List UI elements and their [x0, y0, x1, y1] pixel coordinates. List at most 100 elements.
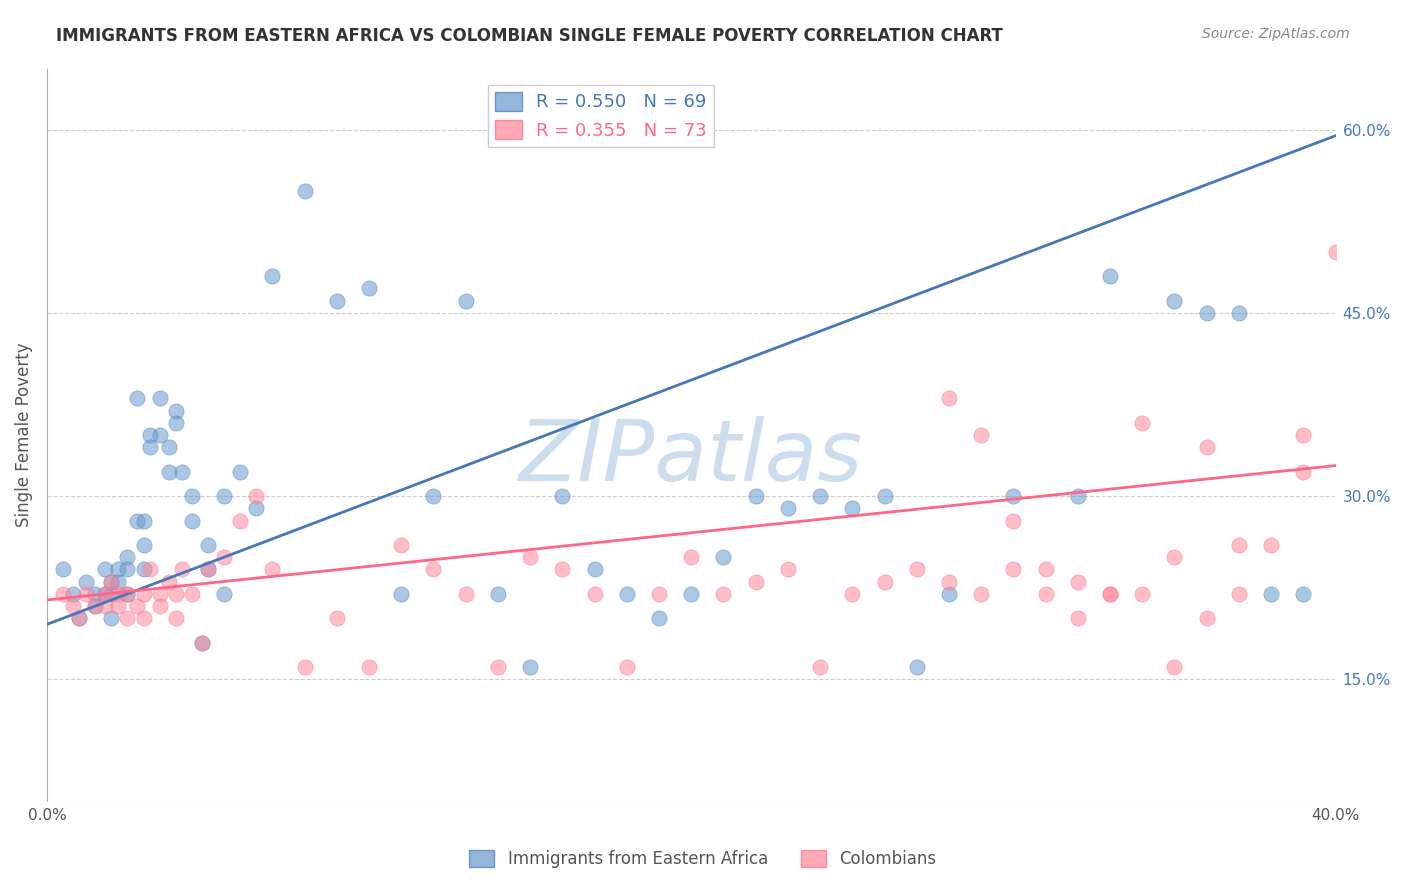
Point: [519, 550, 541, 565]
Point: [713, 550, 735, 565]
Point: [357, 660, 380, 674]
Point: [1099, 269, 1122, 284]
Point: [1260, 538, 1282, 552]
Point: [486, 660, 509, 674]
Point: [172, 562, 194, 576]
Point: [84, 587, 107, 601]
Point: [841, 501, 863, 516]
Point: [197, 562, 219, 576]
Point: [938, 587, 960, 601]
Point: [873, 489, 896, 503]
Point: [744, 489, 766, 503]
Point: [454, 587, 477, 601]
Point: [132, 514, 155, 528]
Point: [212, 550, 235, 565]
Point: [149, 428, 172, 442]
Text: Source: ZipAtlas.com: Source: ZipAtlas.com: [1202, 27, 1350, 41]
Point: [808, 660, 831, 674]
Point: [1130, 587, 1153, 601]
Point: [52, 562, 75, 576]
Point: [873, 574, 896, 589]
Point: [1292, 428, 1315, 442]
Point: [127, 392, 149, 406]
Point: [157, 440, 180, 454]
Point: [67, 611, 90, 625]
Point: [1099, 587, 1122, 601]
Point: [149, 587, 172, 601]
Point: [100, 611, 122, 625]
Point: [94, 599, 117, 613]
Point: [808, 489, 831, 503]
Point: [132, 611, 155, 625]
Point: [245, 489, 267, 503]
Point: [100, 574, 122, 589]
Point: [326, 293, 349, 308]
Text: ZIPatlas: ZIPatlas: [519, 416, 863, 499]
Point: [84, 599, 107, 613]
Point: [62, 599, 84, 613]
Point: [1067, 611, 1090, 625]
Point: [970, 587, 993, 601]
Point: [107, 574, 129, 589]
Point: [117, 587, 139, 601]
Point: [616, 587, 638, 601]
Point: [84, 599, 107, 613]
Point: [1035, 587, 1057, 601]
Point: [117, 611, 139, 625]
Point: [67, 611, 90, 625]
Point: [180, 587, 202, 601]
Point: [422, 562, 444, 576]
Point: [841, 587, 863, 601]
Point: [1227, 306, 1250, 320]
Point: [165, 416, 187, 430]
Point: [212, 587, 235, 601]
Point: [245, 501, 267, 516]
Point: [180, 489, 202, 503]
Point: [1260, 587, 1282, 601]
Point: [127, 514, 149, 528]
Point: [165, 611, 187, 625]
Point: [1195, 306, 1218, 320]
Point: [357, 281, 380, 295]
Point: [1163, 550, 1185, 565]
Point: [94, 587, 117, 601]
Point: [117, 562, 139, 576]
Point: [389, 587, 412, 601]
Point: [1067, 489, 1090, 503]
Point: [326, 611, 349, 625]
Point: [1163, 660, 1185, 674]
Point: [938, 392, 960, 406]
Point: [262, 269, 284, 284]
Point: [229, 465, 252, 479]
Point: [1130, 416, 1153, 430]
Point: [94, 587, 117, 601]
Point: [132, 538, 155, 552]
Point: [583, 587, 606, 601]
Point: [1195, 440, 1218, 454]
Point: [107, 599, 129, 613]
Point: [1292, 587, 1315, 601]
Point: [713, 587, 735, 601]
Point: [127, 599, 149, 613]
Point: [519, 660, 541, 674]
Point: [149, 599, 172, 613]
Point: [1002, 562, 1025, 576]
Point: [190, 636, 212, 650]
Point: [938, 574, 960, 589]
Point: [190, 636, 212, 650]
Point: [157, 574, 180, 589]
Point: [1292, 465, 1315, 479]
Point: [180, 514, 202, 528]
Point: [681, 550, 703, 565]
Point: [1002, 489, 1025, 503]
Point: [1035, 562, 1057, 576]
Point: [294, 184, 316, 198]
Point: [389, 538, 412, 552]
Point: [1227, 587, 1250, 601]
Point: [616, 660, 638, 674]
Point: [132, 562, 155, 576]
Text: IMMIGRANTS FROM EASTERN AFRICA VS COLOMBIAN SINGLE FEMALE POVERTY CORRELATION CH: IMMIGRANTS FROM EASTERN AFRICA VS COLOMB…: [56, 27, 1002, 45]
Point: [165, 403, 187, 417]
Point: [648, 587, 671, 601]
Point: [905, 562, 928, 576]
